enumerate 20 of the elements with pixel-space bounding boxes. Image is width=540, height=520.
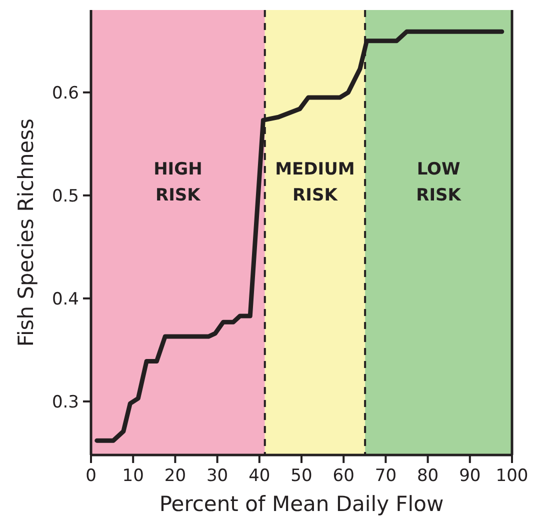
x-tick-label: 10	[122, 466, 144, 486]
x-tick-label: 20	[164, 466, 186, 486]
y-tick-label: 0.4	[52, 289, 79, 310]
x-tick-label: 90	[459, 466, 481, 486]
band-label: MEDIUM RISK	[275, 160, 355, 206]
y-tick-label: 0.6	[52, 83, 79, 104]
band-label: LOW RISK	[416, 160, 462, 206]
y-tick-label: 0.5	[52, 186, 79, 206]
band-label: HIGH RISK	[154, 160, 202, 206]
x-axis-title: Percent of Mean Daily Flow	[159, 492, 444, 516]
x-tick-label: 30	[206, 466, 228, 486]
x-tick-label: 50	[290, 466, 312, 486]
y-tick-label: 0.3	[52, 392, 79, 412]
x-tick-label: 0	[86, 466, 96, 486]
x-tick-label: 100	[496, 466, 528, 486]
x-tick-label: 80	[416, 466, 439, 486]
x-tick-label: 40	[248, 466, 270, 486]
x-tick-label: 60	[332, 466, 354, 486]
x-tick-label: 70	[374, 466, 397, 486]
y-axis-title: Fish Species Richness	[14, 118, 38, 347]
